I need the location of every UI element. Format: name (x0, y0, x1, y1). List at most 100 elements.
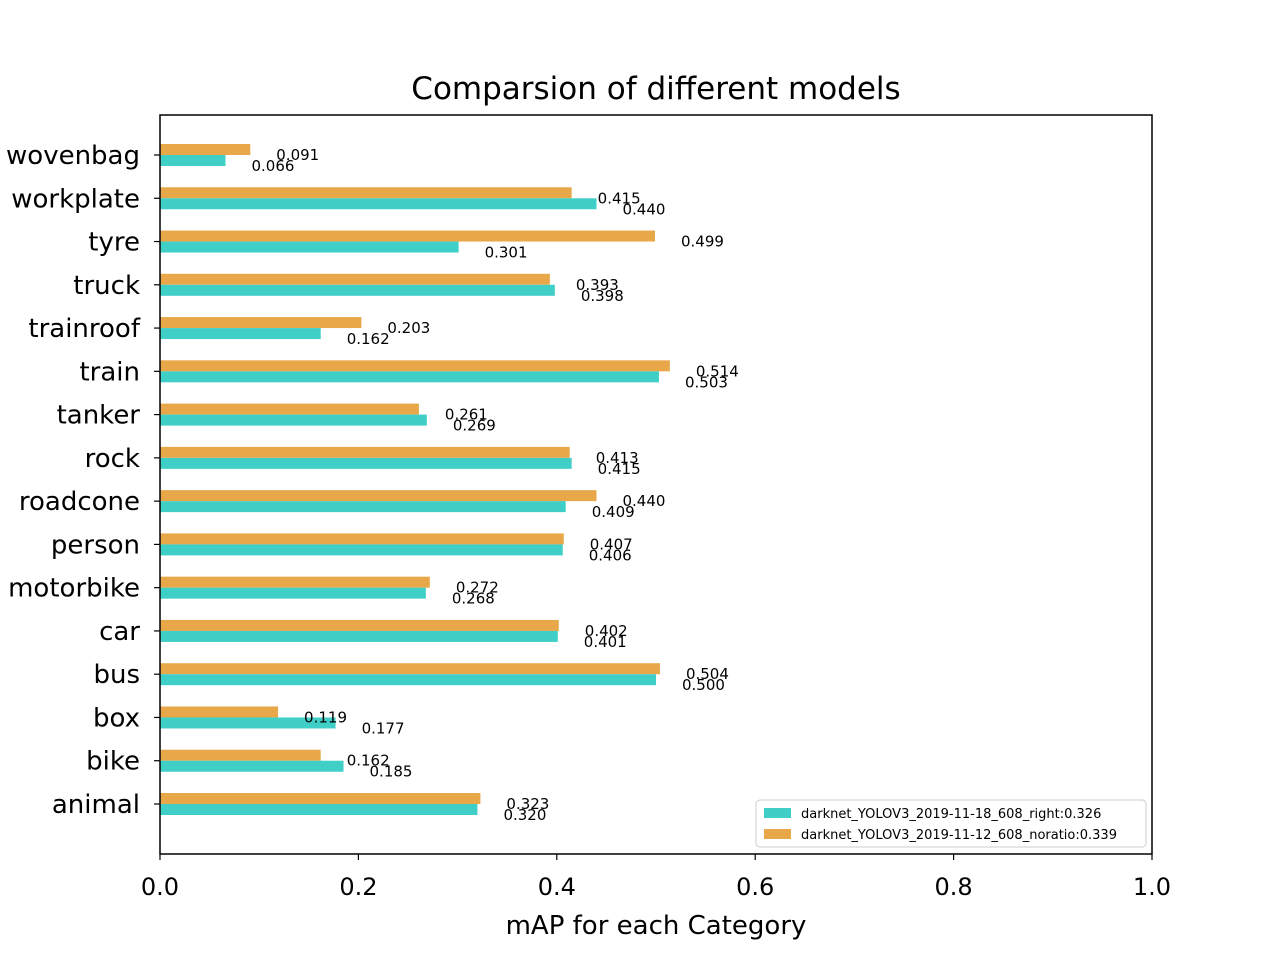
y-tick-label-box: box (93, 703, 140, 733)
x-tick-label: 0.4 (538, 873, 576, 901)
x-axis-label: mAP for each Category (506, 911, 807, 941)
bar-motorbike-series1 (160, 576, 430, 588)
x-tick-label: 0.0 (141, 873, 179, 901)
x-axis: 0.0 0.2 0.4 0.6 0.8 1.0 (141, 854, 1171, 901)
bar-box-series0 (160, 717, 336, 729)
data-label-motorbike-series0: 0.268 (452, 590, 495, 608)
bar-person-series0 (160, 544, 563, 556)
bar-motorbike-series0 (160, 587, 426, 599)
bar-truck-series0 (160, 284, 555, 296)
data-label-roadcone-series0: 0.409 (592, 503, 635, 521)
data-label-tanker-series1: 0.261 (445, 406, 488, 424)
x-tick-label: 0.2 (339, 873, 377, 901)
data-label-bus-series0: 0.500 (682, 676, 725, 694)
data-labels-group: 0.3230.3200.1620.1850.1190.1770.5040.500… (251, 146, 738, 824)
y-tick-label-trainroof: trainroof (28, 314, 140, 344)
data-label-wovenbag-series1: 0.091 (276, 146, 319, 164)
y-tick-label-train: train (79, 357, 140, 387)
data-label-tyre-series1: 0.499 (681, 233, 724, 251)
y-tick-label-tyre: tyre (88, 228, 140, 258)
data-label-workplate-series0: 0.440 (622, 200, 665, 218)
y-tick-label-bike: bike (86, 747, 140, 777)
data-label-tanker-series0: 0.269 (453, 417, 496, 435)
y-tick-label-roadcone: roadcone (19, 487, 140, 517)
bar-trainroof-series0 (160, 328, 321, 340)
legend: darknet_YOLOV3_2019-11-18_608_right:0.32… (755, 799, 1147, 848)
bar-tanker-series0 (160, 414, 427, 426)
bar-workplate-series0 (160, 198, 597, 210)
data-label-rock-series0: 0.415 (598, 460, 641, 478)
x-tick-label: 0.8 (935, 873, 973, 901)
bar-wovenbag-series0 (160, 155, 226, 166)
chart-title: Comparsion of different models (411, 71, 900, 107)
y-axis: animal bike box bus car motorbike person roadco… (6, 141, 160, 820)
data-label-truck-series0: 0.398 (581, 287, 624, 305)
legend-swatch-series0 (764, 808, 791, 818)
bar-tyre-series1 (160, 230, 656, 242)
data-label-car-series0: 0.401 (584, 633, 627, 651)
data-label-trainroof-series0: 0.162 (347, 330, 390, 348)
bar-car-series0 (160, 630, 558, 642)
y-tick-label-car: car (99, 617, 140, 647)
bars-group (160, 144, 670, 815)
bar-truck-series1 (160, 273, 550, 285)
bar-workplate-series1 (160, 187, 572, 199)
data-label-wovenbag-series0: 0.066 (251, 157, 294, 175)
data-label-person-series1: 0.407 (590, 535, 633, 553)
data-label-train-series1: 0.514 (696, 362, 739, 380)
bar-train-series1 (160, 360, 670, 372)
bar-roadcone-series0 (160, 501, 566, 513)
bar-person-series1 (160, 533, 564, 545)
data-label-car-series1: 0.402 (585, 622, 628, 640)
data-label-bike-series1: 0.162 (347, 752, 390, 770)
y-tick-label-animal: animal (52, 790, 140, 820)
data-label-motorbike-series1: 0.272 (456, 579, 499, 597)
y-tick-label-wovenbag: wovenbag (6, 141, 140, 171)
x-tick-label: 1.0 (1133, 873, 1171, 901)
y-tick-label-rock: rock (85, 444, 140, 474)
bar-tyre-series0 (160, 241, 459, 253)
data-label-animal-series1: 0.323 (506, 795, 549, 813)
bar-bus-series1 (160, 663, 660, 675)
data-label-box-series0: 0.177 (362, 719, 405, 737)
y-tick-label-tanker: tanker (57, 401, 141, 431)
data-label-bus-series1: 0.504 (686, 665, 729, 683)
bar-animal-series0 (160, 804, 478, 815)
bar-bike-series0 (160, 760, 344, 772)
legend-label-series1: darknet_YOLOV3_2019-11-12_608_noratio:0.… (801, 828, 1117, 843)
y-tick-label-motorbike: motorbike (8, 574, 140, 604)
bar-tanker-series1 (160, 403, 419, 415)
bar-rock-series0 (160, 457, 572, 469)
data-label-person-series0: 0.406 (589, 546, 632, 564)
y-tick-label-truck: truck (73, 271, 140, 301)
data-label-tyre-series0: 0.301 (485, 244, 528, 262)
y-tick-label-workplate: workplate (11, 184, 140, 214)
bar-bus-series0 (160, 674, 656, 686)
data-label-truck-series1: 0.393 (576, 276, 619, 294)
data-label-trainroof-series1: 0.203 (387, 319, 430, 337)
bar-trainroof-series1 (160, 317, 362, 329)
bar-rock-series1 (160, 446, 570, 458)
y-tick-label-bus: bus (93, 660, 140, 690)
bar-animal-series1 (160, 793, 481, 804)
data-label-workplate-series1: 0.415 (598, 189, 641, 207)
data-label-animal-series0: 0.320 (503, 806, 546, 824)
x-tick-label: 0.6 (736, 873, 774, 901)
data-label-train-series0: 0.503 (685, 373, 728, 391)
data-label-roadcone-series1: 0.440 (622, 492, 665, 510)
bar-bike-series1 (160, 749, 321, 761)
data-label-box-series1: 0.119 (304, 708, 347, 726)
bar-wovenbag-series1 (160, 144, 251, 155)
bar-train-series0 (160, 371, 659, 383)
legend-swatch-series1 (764, 829, 791, 839)
plot-frame (159, 114, 1153, 855)
y-tick-label-person: person (51, 530, 140, 560)
bar-roadcone-series1 (160, 490, 597, 502)
data-label-bike-series0: 0.185 (370, 763, 413, 781)
legend-label-series0: darknet_YOLOV3_2019-11-18_608_right:0.32… (801, 807, 1101, 822)
bar-car-series1 (160, 619, 559, 631)
data-label-rock-series1: 0.413 (596, 449, 639, 467)
legend-box (755, 799, 1147, 848)
